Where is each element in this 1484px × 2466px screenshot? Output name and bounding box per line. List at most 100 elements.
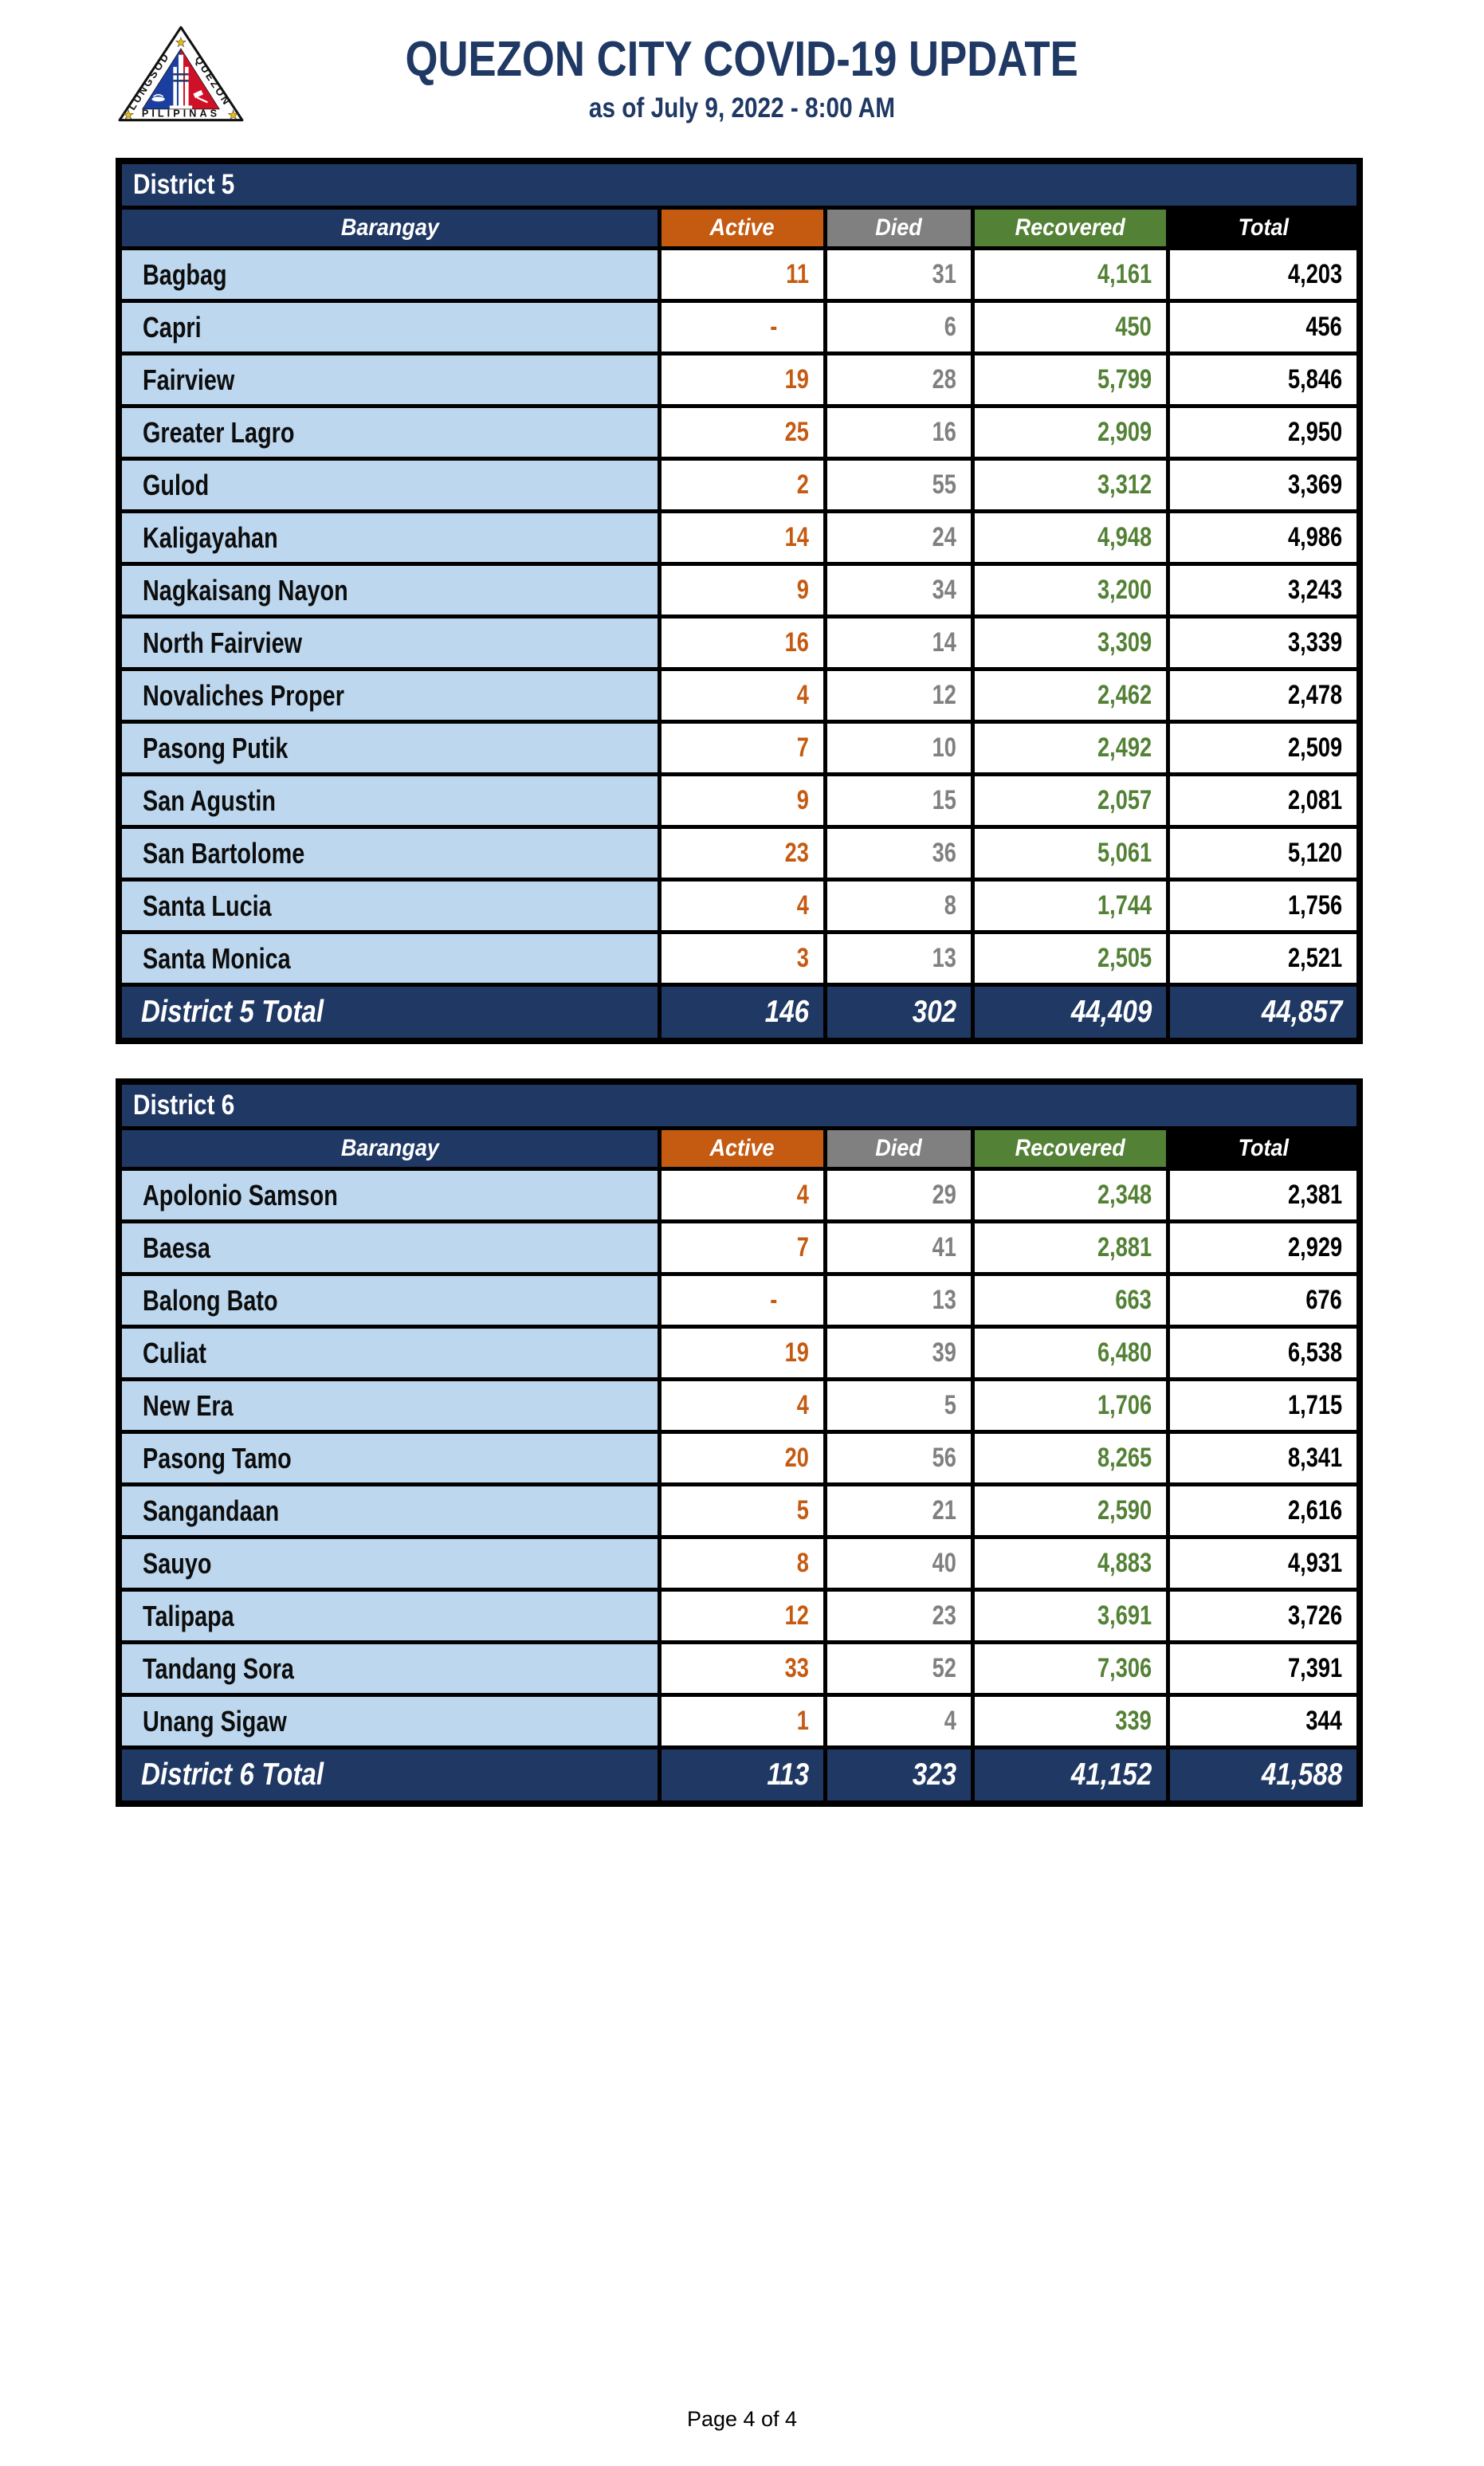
total-value-text: 5,846 [1287, 364, 1342, 395]
total-value: 5,120 [1170, 829, 1356, 878]
active-value: 4 [662, 1171, 823, 1219]
recovered-value: 663 [975, 1276, 1166, 1325]
district-total-label-text: District 6 Total [141, 1757, 324, 1792]
recovered-value: 4,161 [975, 250, 1166, 299]
active-value: - [662, 1276, 823, 1325]
active-value: 19 [662, 1329, 823, 1377]
total-value: 344 [1170, 1697, 1356, 1745]
barangay-name: Gulod [122, 461, 658, 509]
recovered-value-text: 2,881 [1097, 1232, 1152, 1262]
recovered-value-text: 663 [1115, 1285, 1152, 1315]
died-value-text: 29 [932, 1180, 956, 1210]
died-value-text: 55 [932, 469, 956, 500]
died-value: 55 [827, 461, 971, 509]
active-value-text: 12 [784, 1600, 809, 1631]
died-value-text: 5 [944, 1390, 956, 1420]
recovered-value: 4,883 [975, 1539, 1166, 1588]
barangay-name-text: San Agustin [143, 783, 276, 817]
page-number: Page 4 of 4 [686, 2407, 798, 2431]
died-value-text: 24 [932, 522, 956, 552]
active-value: 4 [662, 671, 823, 720]
recovered-value-text: 4,883 [1097, 1548, 1152, 1578]
total-value-text: 2,081 [1287, 785, 1342, 815]
died-value: 13 [827, 1276, 971, 1325]
barangay-name-text: Sangandaan [143, 1494, 280, 1527]
total-value: 2,929 [1170, 1223, 1356, 1272]
recovered-value-text: 3,200 [1097, 575, 1152, 605]
active-value: 33 [662, 1644, 823, 1693]
active-value-text: 3 [796, 943, 809, 973]
recovered-value-text: 3,691 [1097, 1600, 1152, 1631]
column-header-active-text: Active [709, 1135, 775, 1161]
total-value: 7,391 [1170, 1644, 1356, 1693]
active-value-text: 8 [796, 1548, 809, 1578]
district-total-recovered: 41,152 [975, 1749, 1166, 1800]
recovered-value-text: 6,480 [1097, 1337, 1152, 1368]
recovered-value: 3,309 [975, 618, 1166, 667]
column-header-total-text: Total [1238, 214, 1289, 241]
active-value: - [662, 303, 823, 351]
barangay-name-text: Kaligayahan [143, 520, 278, 554]
barangay-name-text: Talipapa [143, 1599, 234, 1632]
active-value-text: 4 [796, 890, 809, 921]
recovered-value-text: 3,312 [1097, 469, 1152, 500]
active-value-text: 4 [796, 1390, 809, 1420]
district-total-died: 323 [827, 1749, 971, 1800]
barangay-name-text: Fairview [143, 363, 235, 396]
recovered-value: 7,306 [975, 1644, 1166, 1693]
active-value-text: 1 [796, 1706, 809, 1736]
died-value: 10 [827, 724, 971, 772]
recovered-value: 2,492 [975, 724, 1166, 772]
column-header-died-text: Died [875, 1135, 923, 1161]
column-header-barangay: Barangay [122, 210, 658, 246]
recovered-value-text: 2,590 [1097, 1495, 1152, 1526]
total-value: 2,616 [1170, 1486, 1356, 1535]
district-5-table: District 5 Barangay Active Died Recovered Tot… [116, 158, 1363, 1044]
active-value-text: - [769, 312, 777, 342]
barangay-name-text: Pasong Putik [143, 731, 289, 764]
page-title: QUEZON CITY COVID-19 UPDATE [0, 35, 1484, 84]
died-value: 24 [827, 513, 971, 562]
recovered-value-text: 2,057 [1097, 785, 1152, 815]
recovered-value: 2,909 [975, 408, 1166, 457]
active-value: 12 [662, 1592, 823, 1640]
district-total-died-text: 302 [912, 995, 956, 1029]
barangay-name: Kaligayahan [122, 513, 658, 562]
recovered-value: 2,462 [975, 671, 1166, 720]
column-header-barangay: Barangay [122, 1130, 658, 1167]
barangay-name: Santa Monica [122, 934, 658, 983]
column-header-recovered-text: Recovered [1015, 1135, 1126, 1161]
barangay-name-text: Apolonio Samson [143, 1178, 338, 1211]
active-value: 4 [662, 1381, 823, 1430]
died-value: 21 [827, 1486, 971, 1535]
barangay-name-text: Nagkaisang Nayon [143, 573, 348, 607]
active-value-text: 20 [784, 1443, 809, 1473]
total-value-text: 8,341 [1287, 1443, 1342, 1473]
recovered-value-text: 3,309 [1097, 627, 1152, 658]
total-value-text: 2,381 [1287, 1180, 1342, 1210]
total-value: 2,081 [1170, 776, 1356, 825]
recovered-value: 3,312 [975, 461, 1166, 509]
total-value: 6,538 [1170, 1329, 1356, 1377]
barangay-name: San Agustin [122, 776, 658, 825]
active-value: 4 [662, 882, 823, 930]
star-top-icon: ★ [175, 36, 187, 50]
barangay-name: Pasong Tamo [122, 1434, 658, 1482]
column-header-recovered: Recovered [975, 1130, 1166, 1167]
district-total-died-text: 323 [912, 1757, 956, 1792]
column-header-active: Active [662, 210, 823, 246]
barangay-name: Balong Bato [122, 1276, 658, 1325]
district-total-recovered-text: 44,409 [1070, 995, 1152, 1029]
total-value: 676 [1170, 1276, 1356, 1325]
total-value-text: 1,756 [1287, 890, 1342, 921]
recovered-value: 2,348 [975, 1171, 1166, 1219]
total-value: 3,243 [1170, 566, 1356, 615]
recovered-value: 5,061 [975, 829, 1166, 878]
died-value: 12 [827, 671, 971, 720]
died-value-text: 40 [932, 1548, 956, 1578]
active-value: 9 [662, 776, 823, 825]
recovered-value: 450 [975, 303, 1166, 351]
district-band-title: District 5 [122, 164, 1356, 206]
barangay-name-text: Santa Lucia [143, 889, 272, 922]
died-value: 16 [827, 408, 971, 457]
